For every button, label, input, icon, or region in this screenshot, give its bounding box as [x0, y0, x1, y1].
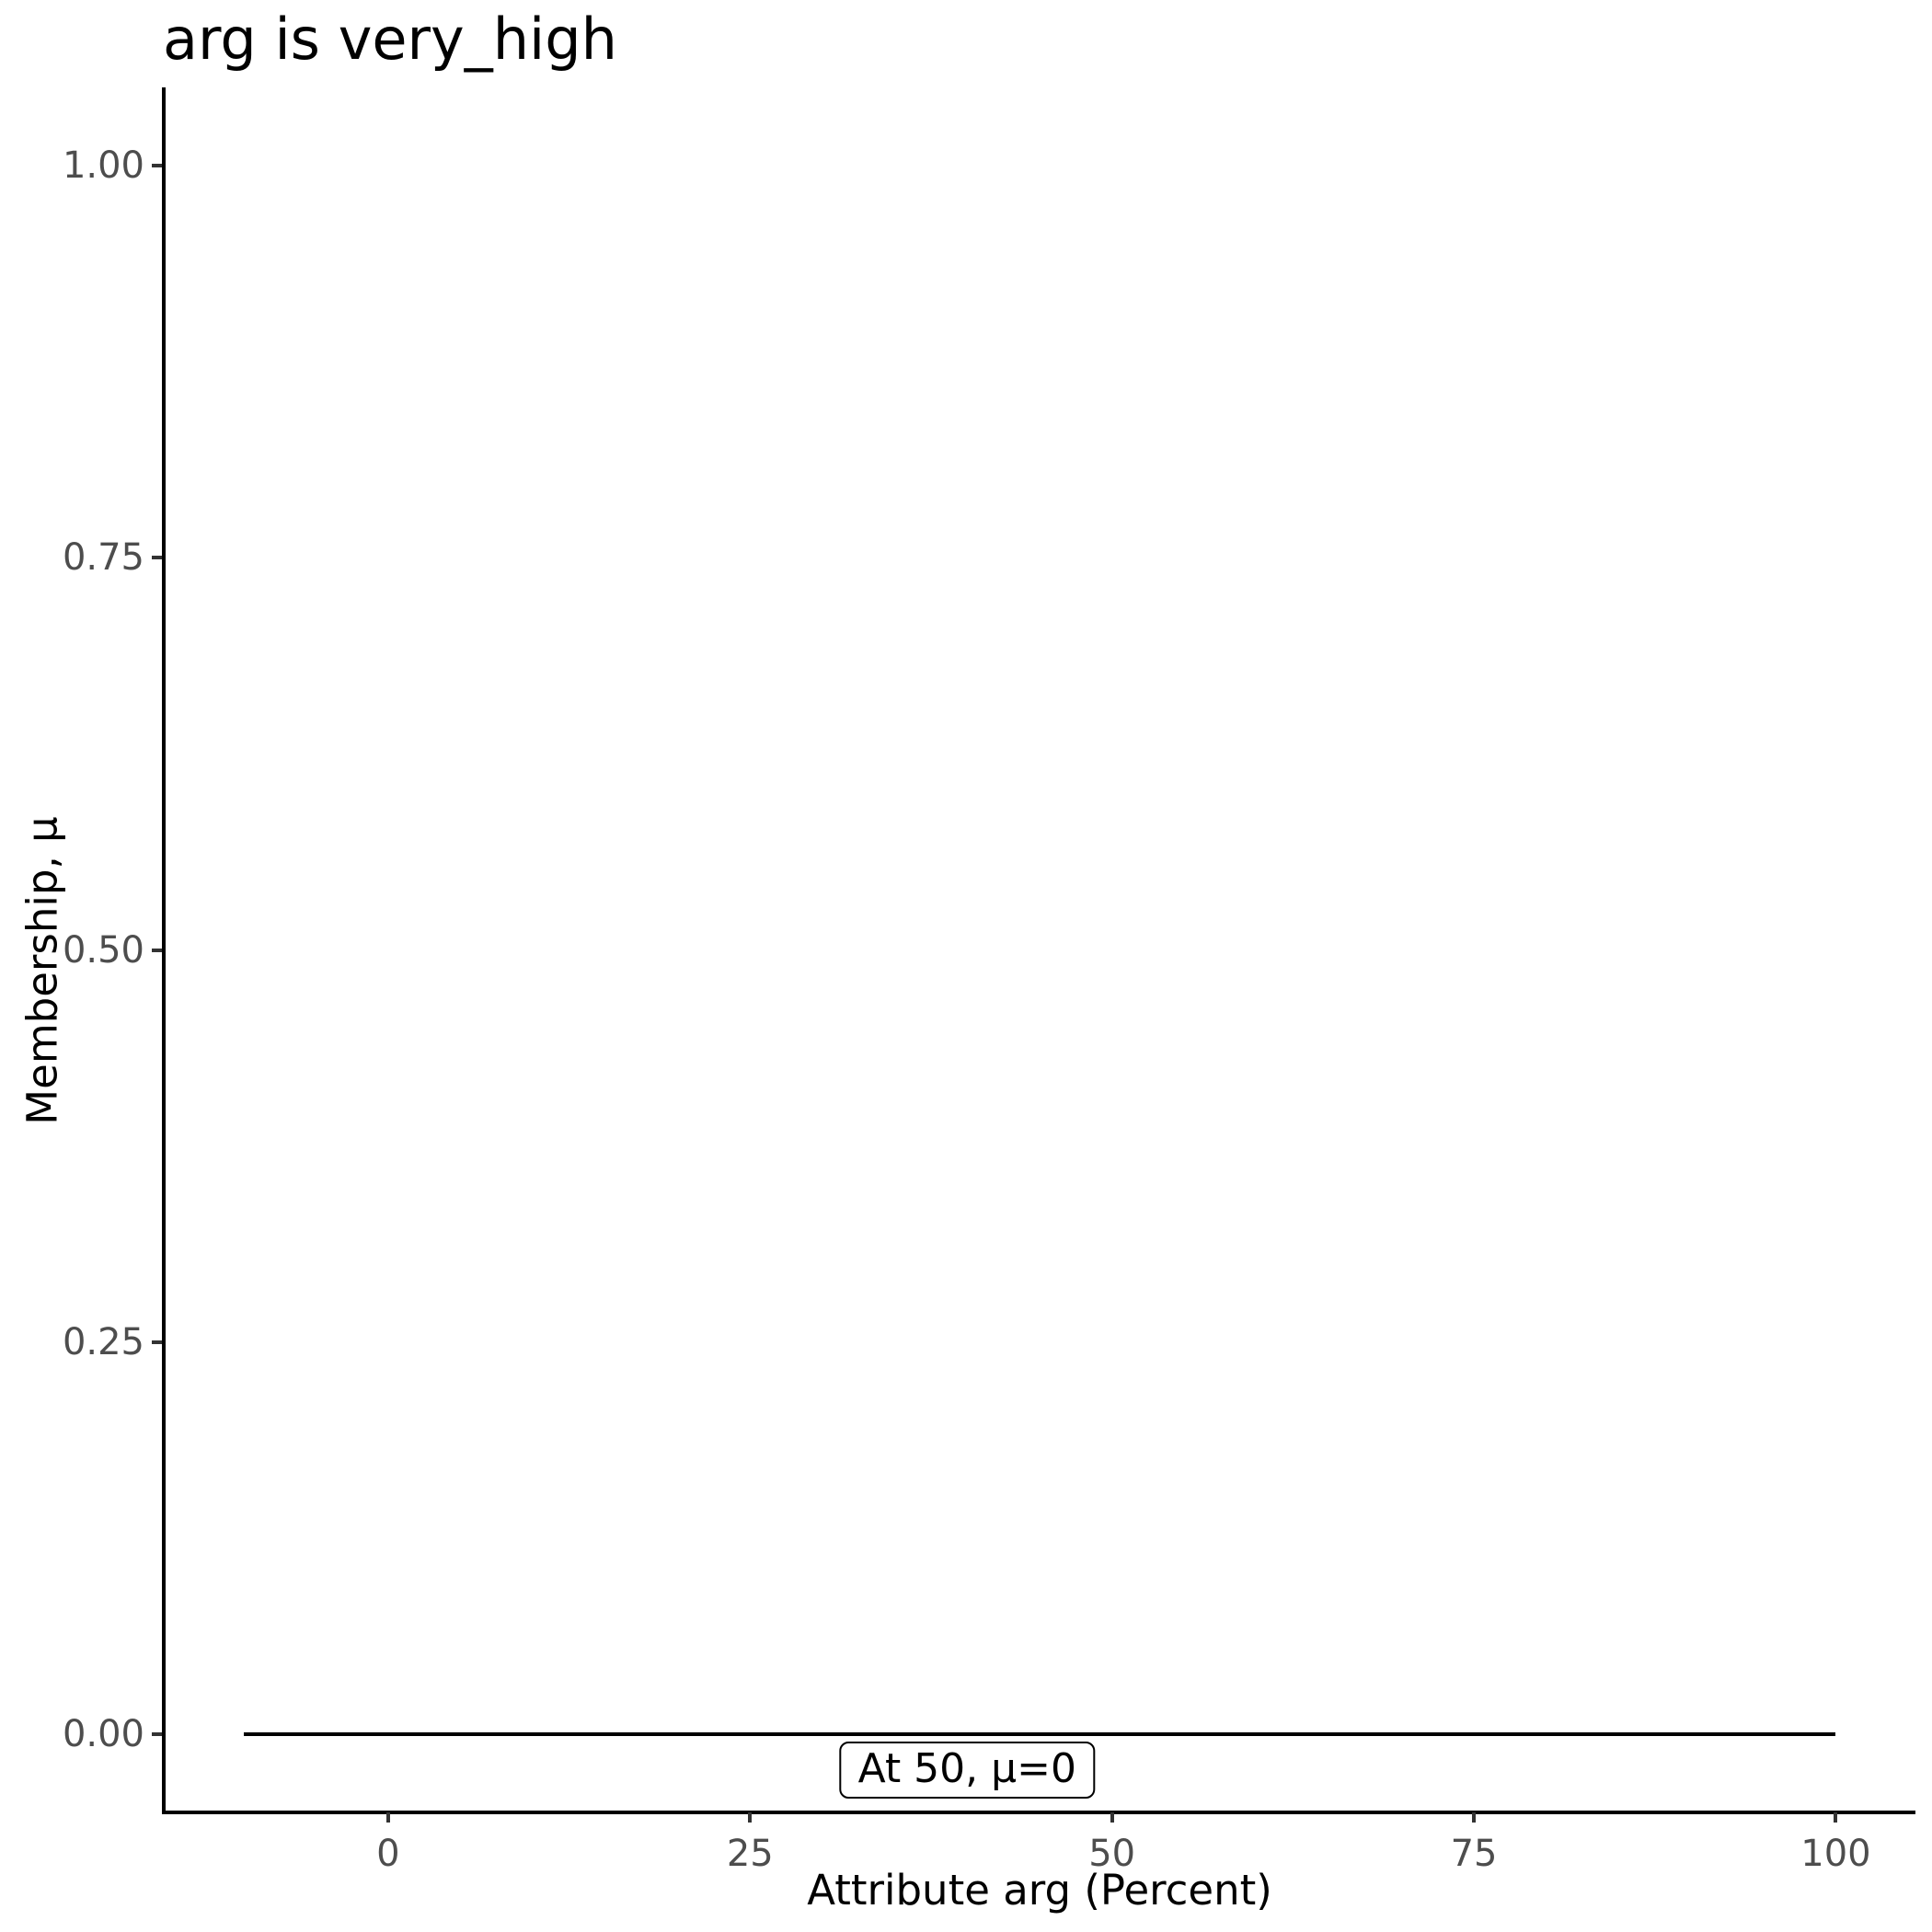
y-tick-label: 0.75	[62, 536, 144, 580]
y-tick-mark	[152, 1731, 162, 1736]
x-tick-mark	[1834, 1812, 1838, 1823]
x-tick-label: 100	[1800, 1833, 1871, 1875]
y-tick-label: 1.00	[62, 144, 144, 188]
annotation-label: At 50, μ=0	[839, 1741, 1096, 1800]
x-tick-label: 50	[1088, 1833, 1136, 1875]
y-tick-label: 0.00	[62, 1712, 144, 1755]
y-axis-title: Membership, μ	[17, 816, 67, 1125]
y-tick-mark	[152, 556, 162, 560]
x-tick-label: 75	[1450, 1833, 1498, 1875]
y-tick-mark	[152, 948, 162, 952]
x-tick-mark	[1472, 1812, 1477, 1823]
y-axis-line	[162, 87, 166, 1814]
membership-line	[243, 1731, 1836, 1736]
x-axis-title: Attribute arg (Percent)	[807, 1866, 1272, 1915]
x-tick-mark	[748, 1812, 753, 1823]
y-tick-mark	[152, 164, 162, 168]
chart-title: arg is very_high	[163, 6, 617, 73]
y-tick-label: 0.50	[62, 928, 144, 972]
x-tick-label: 0	[376, 1833, 400, 1875]
x-tick-label: 25	[726, 1833, 774, 1875]
x-tick-mark	[385, 1812, 390, 1823]
x-tick-mark	[1110, 1812, 1114, 1823]
x-axis-line	[162, 1811, 1915, 1814]
y-tick-label: 0.25	[62, 1320, 144, 1363]
y-tick-mark	[152, 1340, 162, 1344]
